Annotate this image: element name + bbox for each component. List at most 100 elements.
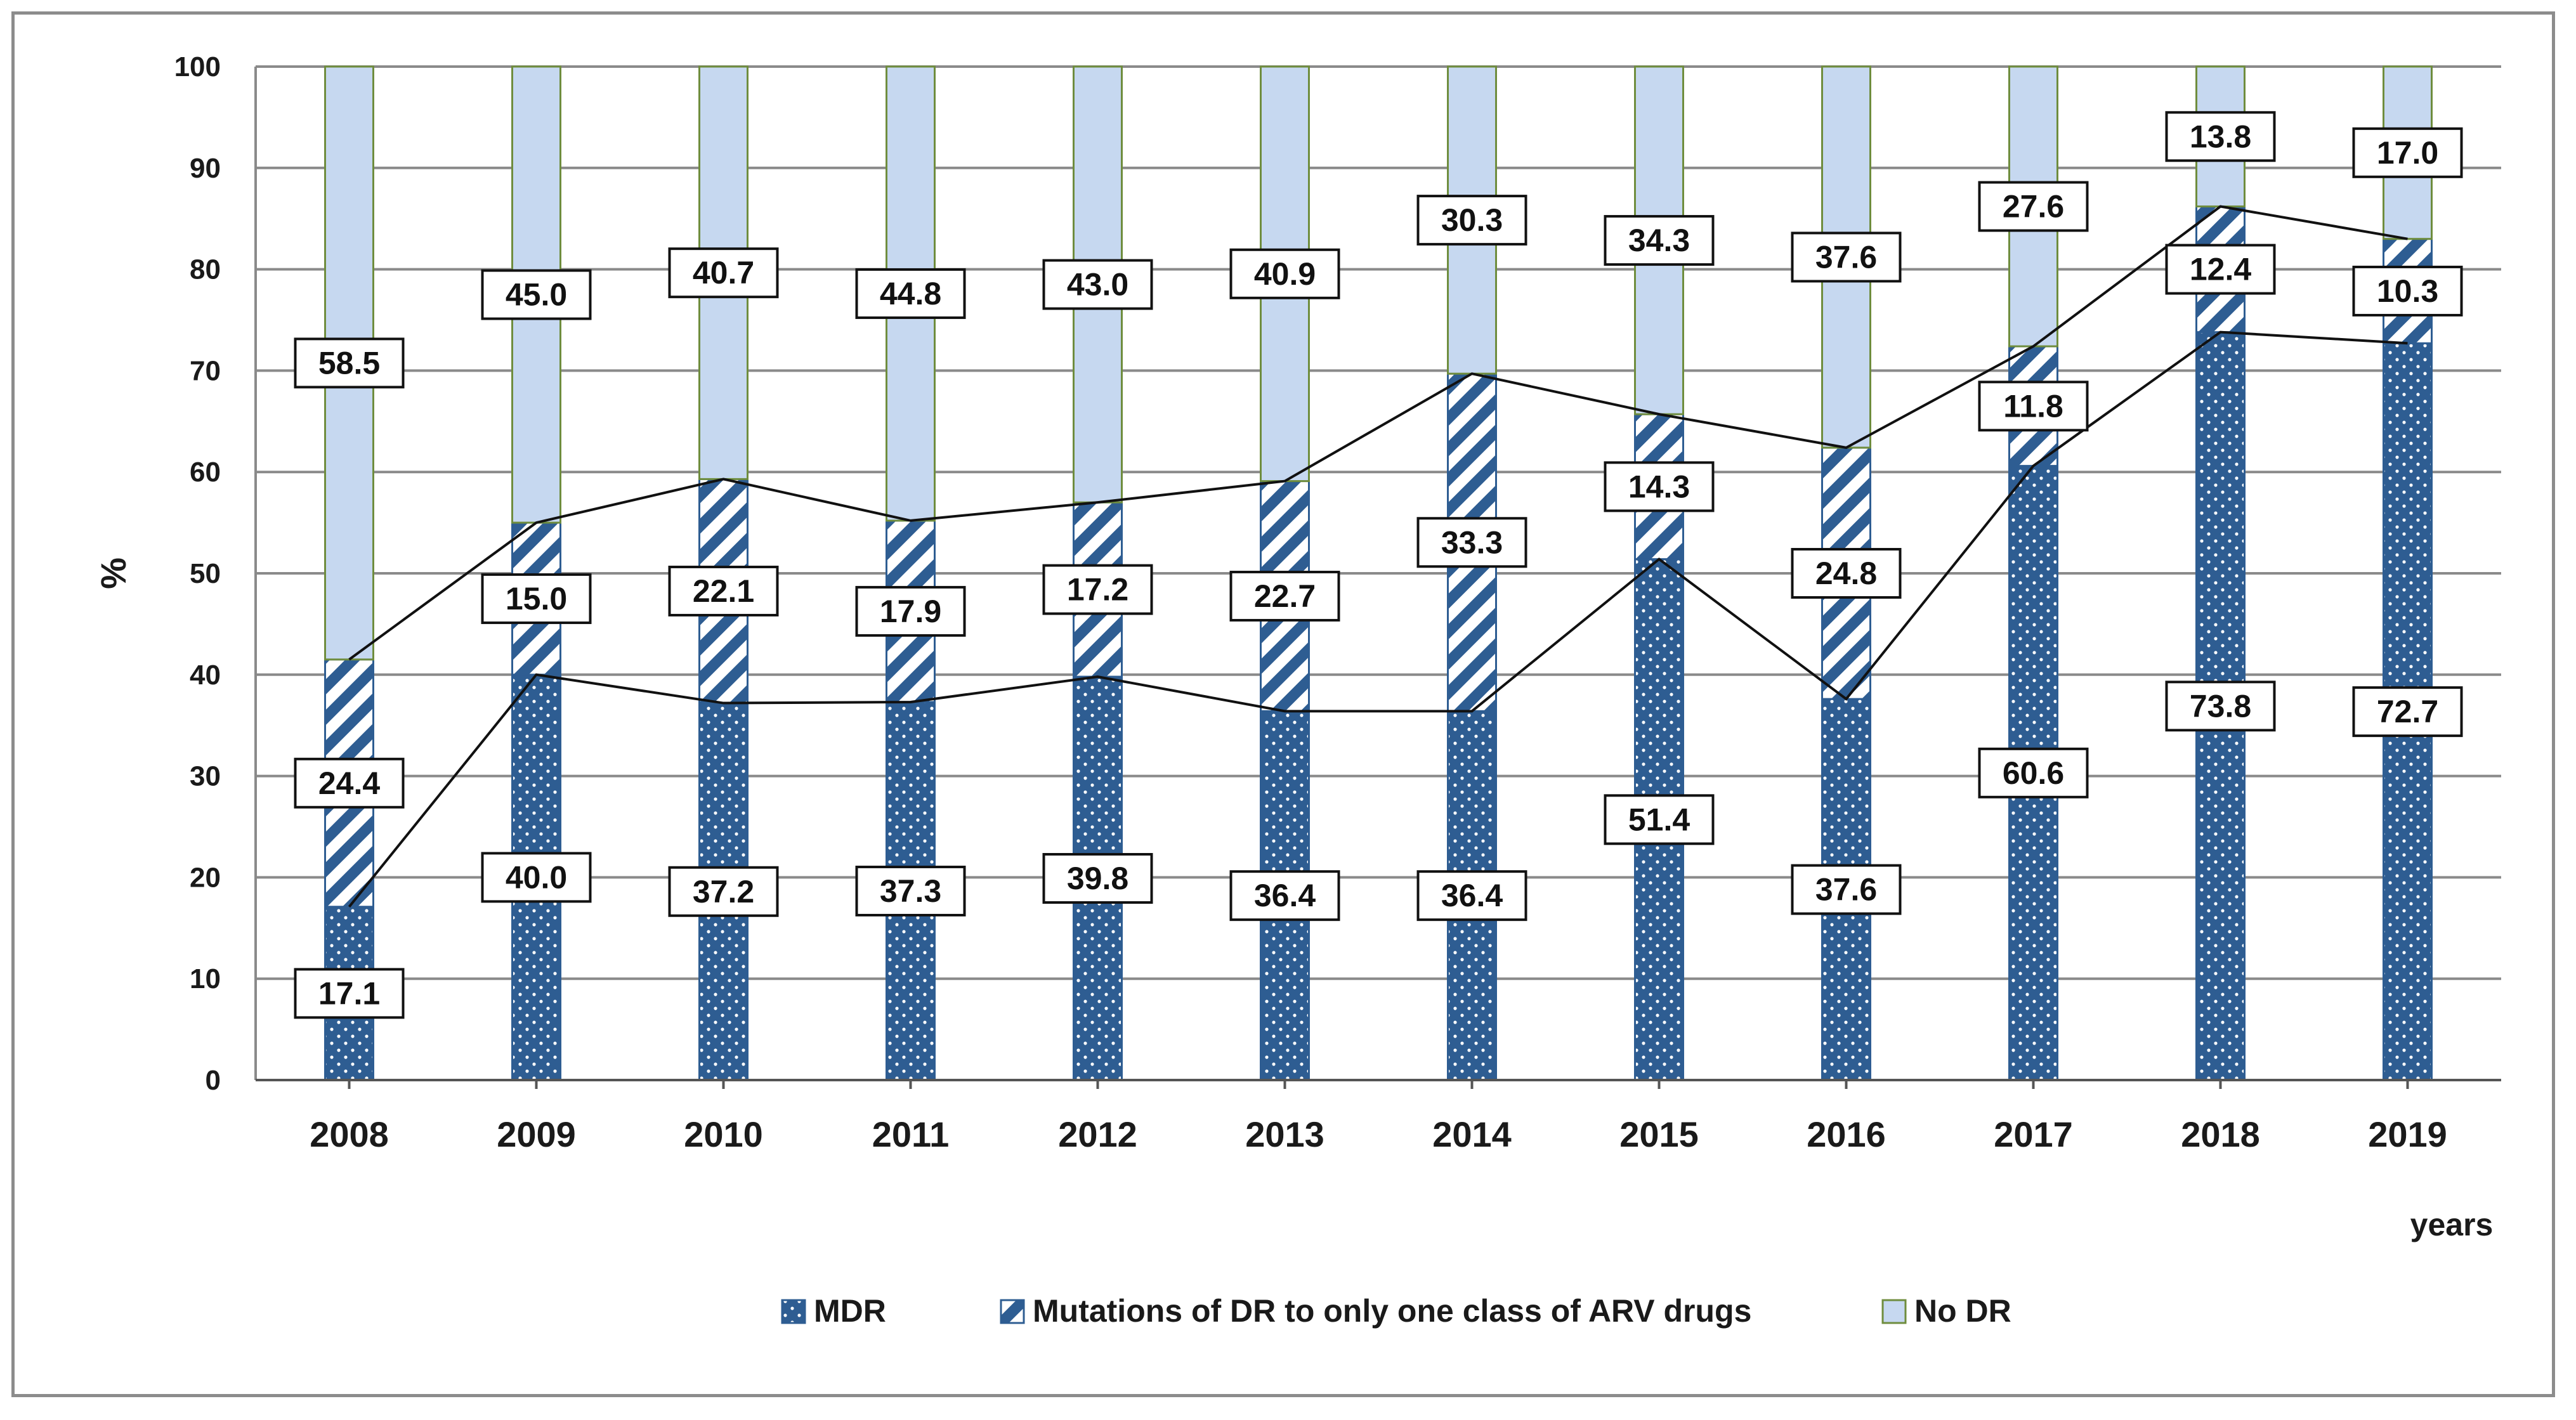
data-label: 11.8 — [2003, 388, 2063, 424]
data-label: 17.1 — [318, 975, 380, 1011]
x-axis-label: years — [2410, 1207, 2494, 1242]
data-label: 36.4 — [1254, 878, 1316, 913]
x-tick-label: 2008 — [310, 1114, 389, 1154]
data-label-box — [855, 865, 966, 916]
data-label-box — [1978, 747, 2089, 798]
data-label-box — [1978, 181, 2089, 232]
data-label: 37.3 — [880, 873, 941, 909]
legend-swatch-dots — [781, 1299, 806, 1324]
data-label: 30.3 — [1441, 202, 1503, 238]
data-label: 37.6 — [1815, 872, 1877, 908]
x-tick-label: 2017 — [1994, 1114, 2073, 1154]
y-tick-label: 50 — [190, 558, 221, 589]
data-label: 43.0 — [1067, 267, 1128, 303]
y-tick-label: 40 — [190, 660, 221, 691]
data-label: 12.4 — [2190, 252, 2252, 287]
x-tick-label: 2016 — [1807, 1114, 1886, 1154]
y-tick-label: 70 — [190, 355, 221, 386]
data-label: 45.0 — [506, 277, 567, 313]
data-label: 17.0 — [2377, 135, 2438, 171]
data-label: 39.8 — [1067, 861, 1128, 896]
data-label-box — [481, 573, 592, 624]
y-tick-label: 90 — [190, 153, 221, 184]
data-label-box — [855, 585, 966, 637]
data-label-box — [1416, 517, 1527, 568]
legend-label: MDR — [814, 1293, 886, 1329]
series-line — [348, 205, 2408, 661]
data-label: 36.4 — [1441, 878, 1503, 913]
data-label-box — [481, 852, 592, 903]
data-label: 24.8 — [1815, 556, 1877, 591]
data-label: 34.3 — [1628, 223, 1690, 258]
x-tick-label: 2018 — [2181, 1114, 2260, 1154]
x-tick-label: 2009 — [497, 1114, 576, 1154]
data-label-box — [1604, 215, 1715, 266]
legend: MDR Mutations of DR to only one class of … — [781, 1293, 2011, 1329]
x-tick-label: 2015 — [1619, 1114, 1699, 1154]
data-label-box — [855, 268, 966, 319]
data-label-box — [1416, 870, 1527, 922]
data-label: 58.5 — [318, 345, 380, 381]
data-label-box — [1604, 461, 1715, 512]
data-label: 44.8 — [880, 276, 941, 311]
data-label: 60.6 — [2003, 755, 2064, 791]
x-tick-label: 2012 — [1058, 1114, 1137, 1154]
x-tick-label: 2010 — [684, 1114, 763, 1154]
x-tick-label: 2019 — [2368, 1114, 2447, 1154]
x-tick-label: 2011 — [872, 1114, 950, 1154]
y-axis-label: % — [93, 557, 133, 589]
data-label-box — [668, 247, 779, 299]
data-label: 33.3 — [1441, 524, 1503, 560]
data-label: 15.0 — [506, 581, 567, 616]
data-label: 17.2 — [1067, 572, 1128, 608]
x-tick-label: 2013 — [1245, 1114, 1324, 1154]
data-label-box — [481, 269, 592, 320]
data-label-box — [2352, 265, 2463, 316]
data-label: 22.7 — [1254, 578, 1316, 614]
data-label: 22.1 — [693, 573, 754, 609]
data-label: 14.3 — [1628, 469, 1690, 504]
data-label: 27.6 — [2003, 189, 2064, 225]
data-label-box — [1042, 564, 1153, 615]
data-label-box — [1229, 248, 1340, 299]
y-tick-label: 80 — [190, 254, 221, 285]
data-label-box — [294, 757, 405, 809]
y-tick-label: 10 — [190, 963, 221, 994]
data-label: 40.0 — [506, 859, 567, 895]
data-label-box — [668, 565, 779, 616]
data-label: 37.6 — [1815, 239, 1877, 275]
data-label-box — [1791, 231, 1902, 283]
y-tick-label: 60 — [190, 457, 221, 488]
legend-label: Mutations of DR to only one class of ARV… — [1033, 1293, 1751, 1329]
data-label: 40.9 — [1254, 256, 1316, 292]
data-label: 10.3 — [2377, 273, 2438, 309]
legend-label: No DR — [1914, 1293, 2011, 1329]
data-label: 40.7 — [693, 255, 754, 290]
y-tick-label: 100 — [174, 51, 221, 82]
data-label: 72.7 — [2377, 694, 2438, 729]
data-label: 17.9 — [880, 594, 941, 629]
data-label-box — [2165, 244, 2276, 295]
chart-area: 17.1 40.0 37.2 37.3 39.8 36.4 36.4 51.4 37.6 60.6… — [93, 51, 2501, 1329]
data-label-box — [2165, 111, 2276, 162]
legend-swatch-solid — [1881, 1299, 1907, 1324]
legend-swatch-diagonal-stripes — [1000, 1299, 1025, 1324]
series-line — [348, 330, 2408, 908]
data-label: 73.8 — [2190, 688, 2251, 724]
data-label-box — [668, 866, 779, 917]
data-label: 24.4 — [318, 765, 381, 801]
data-label-box — [1416, 195, 1527, 246]
data-label-box — [294, 337, 405, 389]
y-tick-label: 20 — [190, 862, 221, 893]
data-label-box — [1978, 381, 2089, 432]
data-label-box — [1229, 870, 1340, 922]
data-label-box — [1229, 570, 1340, 622]
data-label: 51.4 — [1628, 802, 1690, 837]
x-tick-label: 2014 — [1432, 1114, 1512, 1154]
data-label-box — [1791, 864, 1902, 915]
data-label: 13.8 — [2190, 119, 2251, 154]
data-label-box — [2352, 686, 2463, 738]
data-label: 37.2 — [693, 874, 754, 909]
data-label-box — [1042, 852, 1153, 904]
data-label-box — [1791, 548, 1902, 599]
